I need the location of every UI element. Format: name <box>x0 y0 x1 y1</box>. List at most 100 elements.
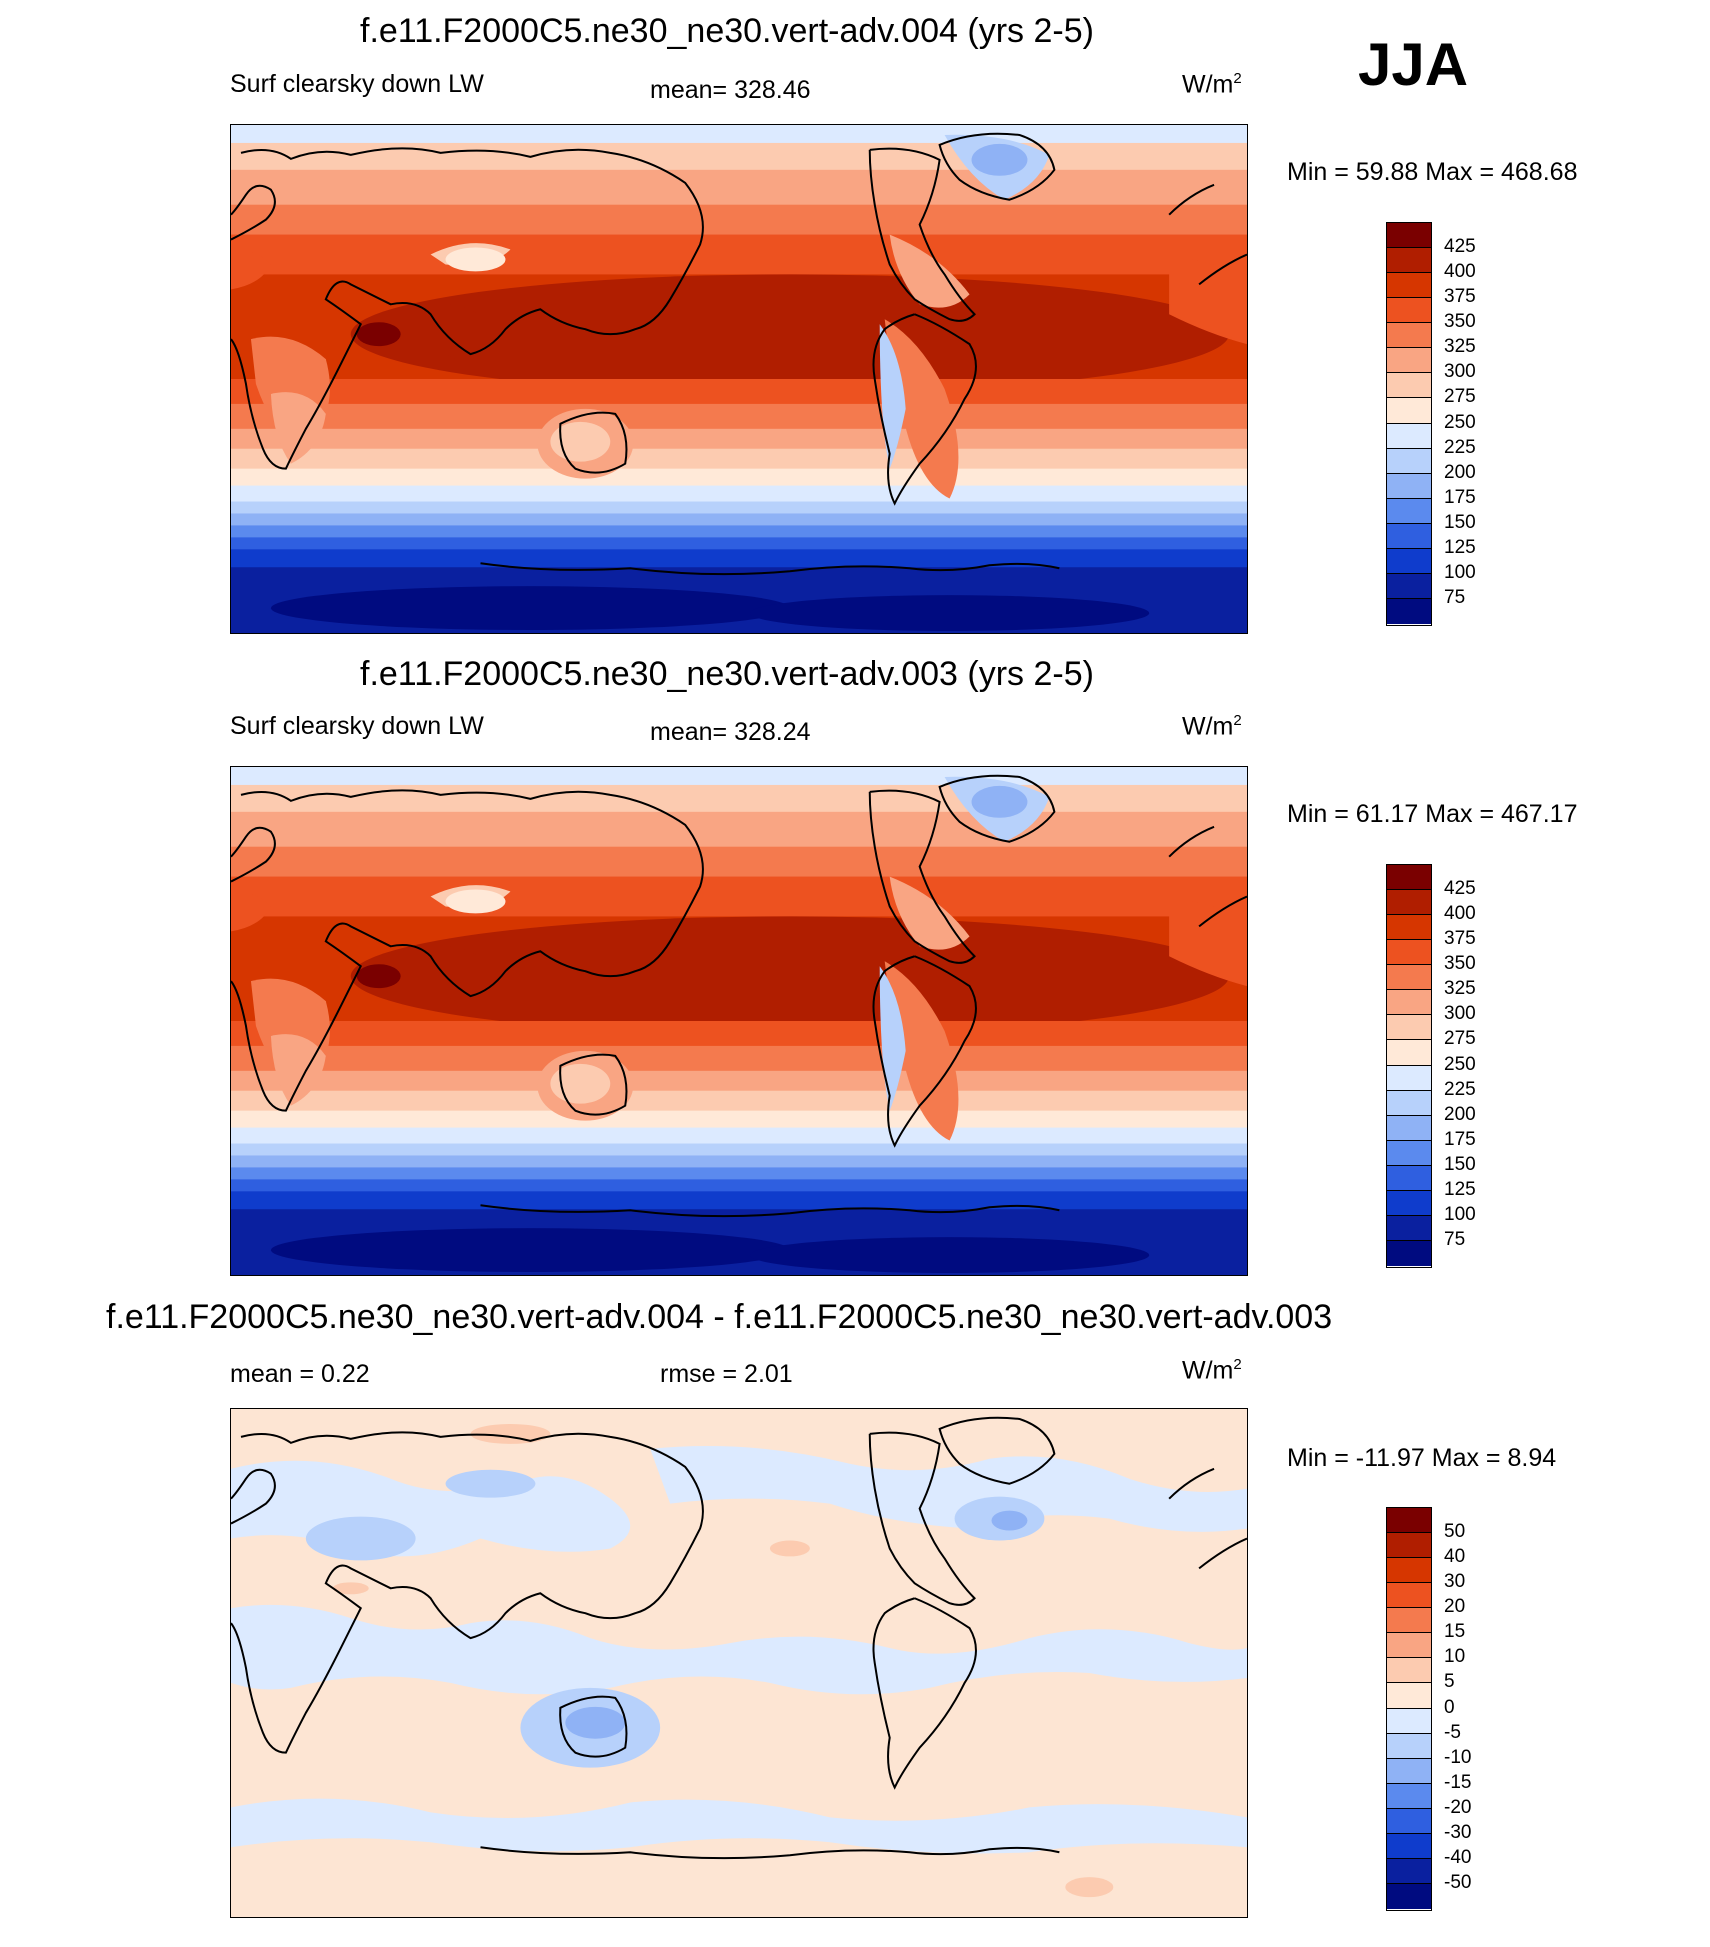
colorbar-tick-label: 250 <box>1444 1053 1476 1075</box>
season-label: JJA <box>1358 31 1469 98</box>
colorbar-tick-label: 300 <box>1444 361 1476 383</box>
colorbar-swatch <box>1387 1533 1431 1559</box>
colorbar-tick-label: 30 <box>1444 1571 1466 1593</box>
colorbar-swatch <box>1387 1165 1431 1191</box>
units-superscript: 2 <box>1233 70 1242 87</box>
colorbar-tick-label: 5 <box>1444 1671 1455 1693</box>
map-field <box>231 125 1247 633</box>
colorbar-swatch <box>1387 1708 1431 1734</box>
colorbar-swatch <box>1387 1808 1431 1834</box>
colorbar-swatch <box>1387 1858 1431 1884</box>
colorbar-tick-label: 0 <box>1444 1696 1455 1718</box>
units-text: W/m <box>1182 70 1234 99</box>
units-superscript: 2 <box>1233 1356 1242 1373</box>
colorbar-swatch <box>1387 1558 1431 1584</box>
panel-1-variable-label: Surf clearsky down LW <box>230 70 484 98</box>
colorbar-swatch <box>1387 1240 1431 1266</box>
colorbar-swatch <box>1387 915 1431 941</box>
colorbar-tick-label: 20 <box>1444 1596 1466 1618</box>
panel-1-colorbar <box>1386 222 1432 626</box>
colorbar-tick-label: 40 <box>1444 1546 1466 1568</box>
colorbar-swatch <box>1387 373 1431 399</box>
colorbar-swatch <box>1387 423 1431 449</box>
colorbar-swatch <box>1387 448 1431 474</box>
colorbar-tick-label: 175 <box>1444 1128 1476 1150</box>
colorbar-swatch <box>1387 1608 1431 1634</box>
colorbar-swatch <box>1387 573 1431 599</box>
colorbar-tick-label: 75 <box>1444 1228 1466 1250</box>
colorbar-tick-label: 50 <box>1444 1521 1466 1543</box>
colorbar-tick-label: 225 <box>1444 436 1476 458</box>
units-text: W/m <box>1182 712 1234 741</box>
colorbar-tick-label: 400 <box>1444 261 1476 283</box>
panel-1-units: W/m2 <box>1182 70 1242 99</box>
colorbar-swatch <box>1387 1733 1431 1759</box>
panel-3-map <box>230 1408 1248 1918</box>
colorbar-swatch <box>1387 348 1431 374</box>
colorbar-tick-label: 350 <box>1444 953 1476 975</box>
colorbar-tick-label: 375 <box>1444 928 1476 950</box>
colorbar-tick-label: 15 <box>1444 1621 1466 1643</box>
colorbar-swatch <box>1387 1833 1431 1859</box>
colorbar-tick-label: -10 <box>1444 1746 1472 1768</box>
units-text: W/m <box>1182 1356 1234 1385</box>
map-field <box>231 1409 1247 1917</box>
panel-3-units: W/m2 <box>1182 1356 1242 1385</box>
colorbar-tick-label: 125 <box>1444 536 1476 558</box>
colorbar-tick-label: 425 <box>1444 236 1476 258</box>
colorbar-swatch <box>1387 498 1431 524</box>
colorbar-swatch <box>1387 1508 1431 1534</box>
panel-2-minmax: Min = 61.17 Max = 467.17 <box>1287 800 1578 828</box>
panel-1-mean-label: mean= 328.46 <box>650 76 811 104</box>
colorbar-tick-label: 325 <box>1444 978 1476 1000</box>
panel-3-rmse-label: rmse = 2.01 <box>660 1360 793 1388</box>
colorbar-swatch <box>1387 1758 1431 1784</box>
panel-2-units: W/m2 <box>1182 712 1242 741</box>
colorbar-swatch <box>1387 398 1431 424</box>
panel-1-minmax: Min = 59.88 Max = 468.68 <box>1287 158 1578 186</box>
colorbar-tick-label: 10 <box>1444 1646 1466 1668</box>
colorbar-tick-label: 325 <box>1444 336 1476 358</box>
colorbar-tick-label: 275 <box>1444 386 1476 408</box>
colorbar-swatch <box>1387 1115 1431 1141</box>
colorbar-swatch <box>1387 1583 1431 1609</box>
colorbar-tick-label: 425 <box>1444 878 1476 900</box>
colorbar-swatch <box>1387 1633 1431 1659</box>
panel-2-map <box>230 766 1248 1276</box>
colorbar-tick-label: 150 <box>1444 1153 1476 1175</box>
colorbar-swatch <box>1387 1883 1431 1909</box>
panel-2-mean-label: mean= 328.24 <box>650 718 811 746</box>
colorbar-swatch <box>1387 865 1431 891</box>
colorbar-swatch <box>1387 223 1431 249</box>
colorbar-tick-label: 275 <box>1444 1028 1476 1050</box>
colorbar-swatch <box>1387 598 1431 624</box>
panel-3-title: f.e11.F2000C5.ne30_ne30.vert-adv.004 - f… <box>106 1298 1333 1336</box>
panel-2-variable-label: Surf clearsky down LW <box>230 712 484 740</box>
colorbar-swatch <box>1387 1683 1431 1709</box>
colorbar-swatches <box>1387 1508 1431 1909</box>
colorbar-tick-label: 75 <box>1444 586 1466 608</box>
colorbar-tick-label: 400 <box>1444 903 1476 925</box>
colorbar-swatch <box>1387 1215 1431 1241</box>
colorbar-tick-label: -5 <box>1444 1721 1461 1743</box>
colorbar-swatch <box>1387 273 1431 299</box>
colorbar-tick-label: 300 <box>1444 1003 1476 1025</box>
colorbar-tick-label: -40 <box>1444 1846 1472 1868</box>
colorbar-swatch <box>1387 298 1431 324</box>
colorbar-swatch <box>1387 473 1431 499</box>
colorbar-swatch <box>1387 940 1431 966</box>
colorbar-swatches <box>1387 865 1431 1266</box>
colorbar-swatch <box>1387 1015 1431 1041</box>
colorbar-tick-label: 125 <box>1444 1178 1476 1200</box>
colorbar-swatch <box>1387 890 1431 916</box>
colorbar-tick-label: 100 <box>1444 1203 1476 1225</box>
colorbar-tick-label: 350 <box>1444 311 1476 333</box>
panel-3-minmax: Min = -11.97 Max = 8.94 <box>1287 1444 1557 1472</box>
colorbar-tick-label: -50 <box>1444 1871 1472 1893</box>
panel-1-title: f.e11.F2000C5.ne30_ne30.vert-adv.004 (yr… <box>360 12 1094 50</box>
colorbar-swatch <box>1387 548 1431 574</box>
map-field <box>231 767 1247 1275</box>
colorbar-tick-label: 225 <box>1444 1078 1476 1100</box>
colorbar-tick-label: 200 <box>1444 461 1476 483</box>
panel-1-map <box>230 124 1248 634</box>
